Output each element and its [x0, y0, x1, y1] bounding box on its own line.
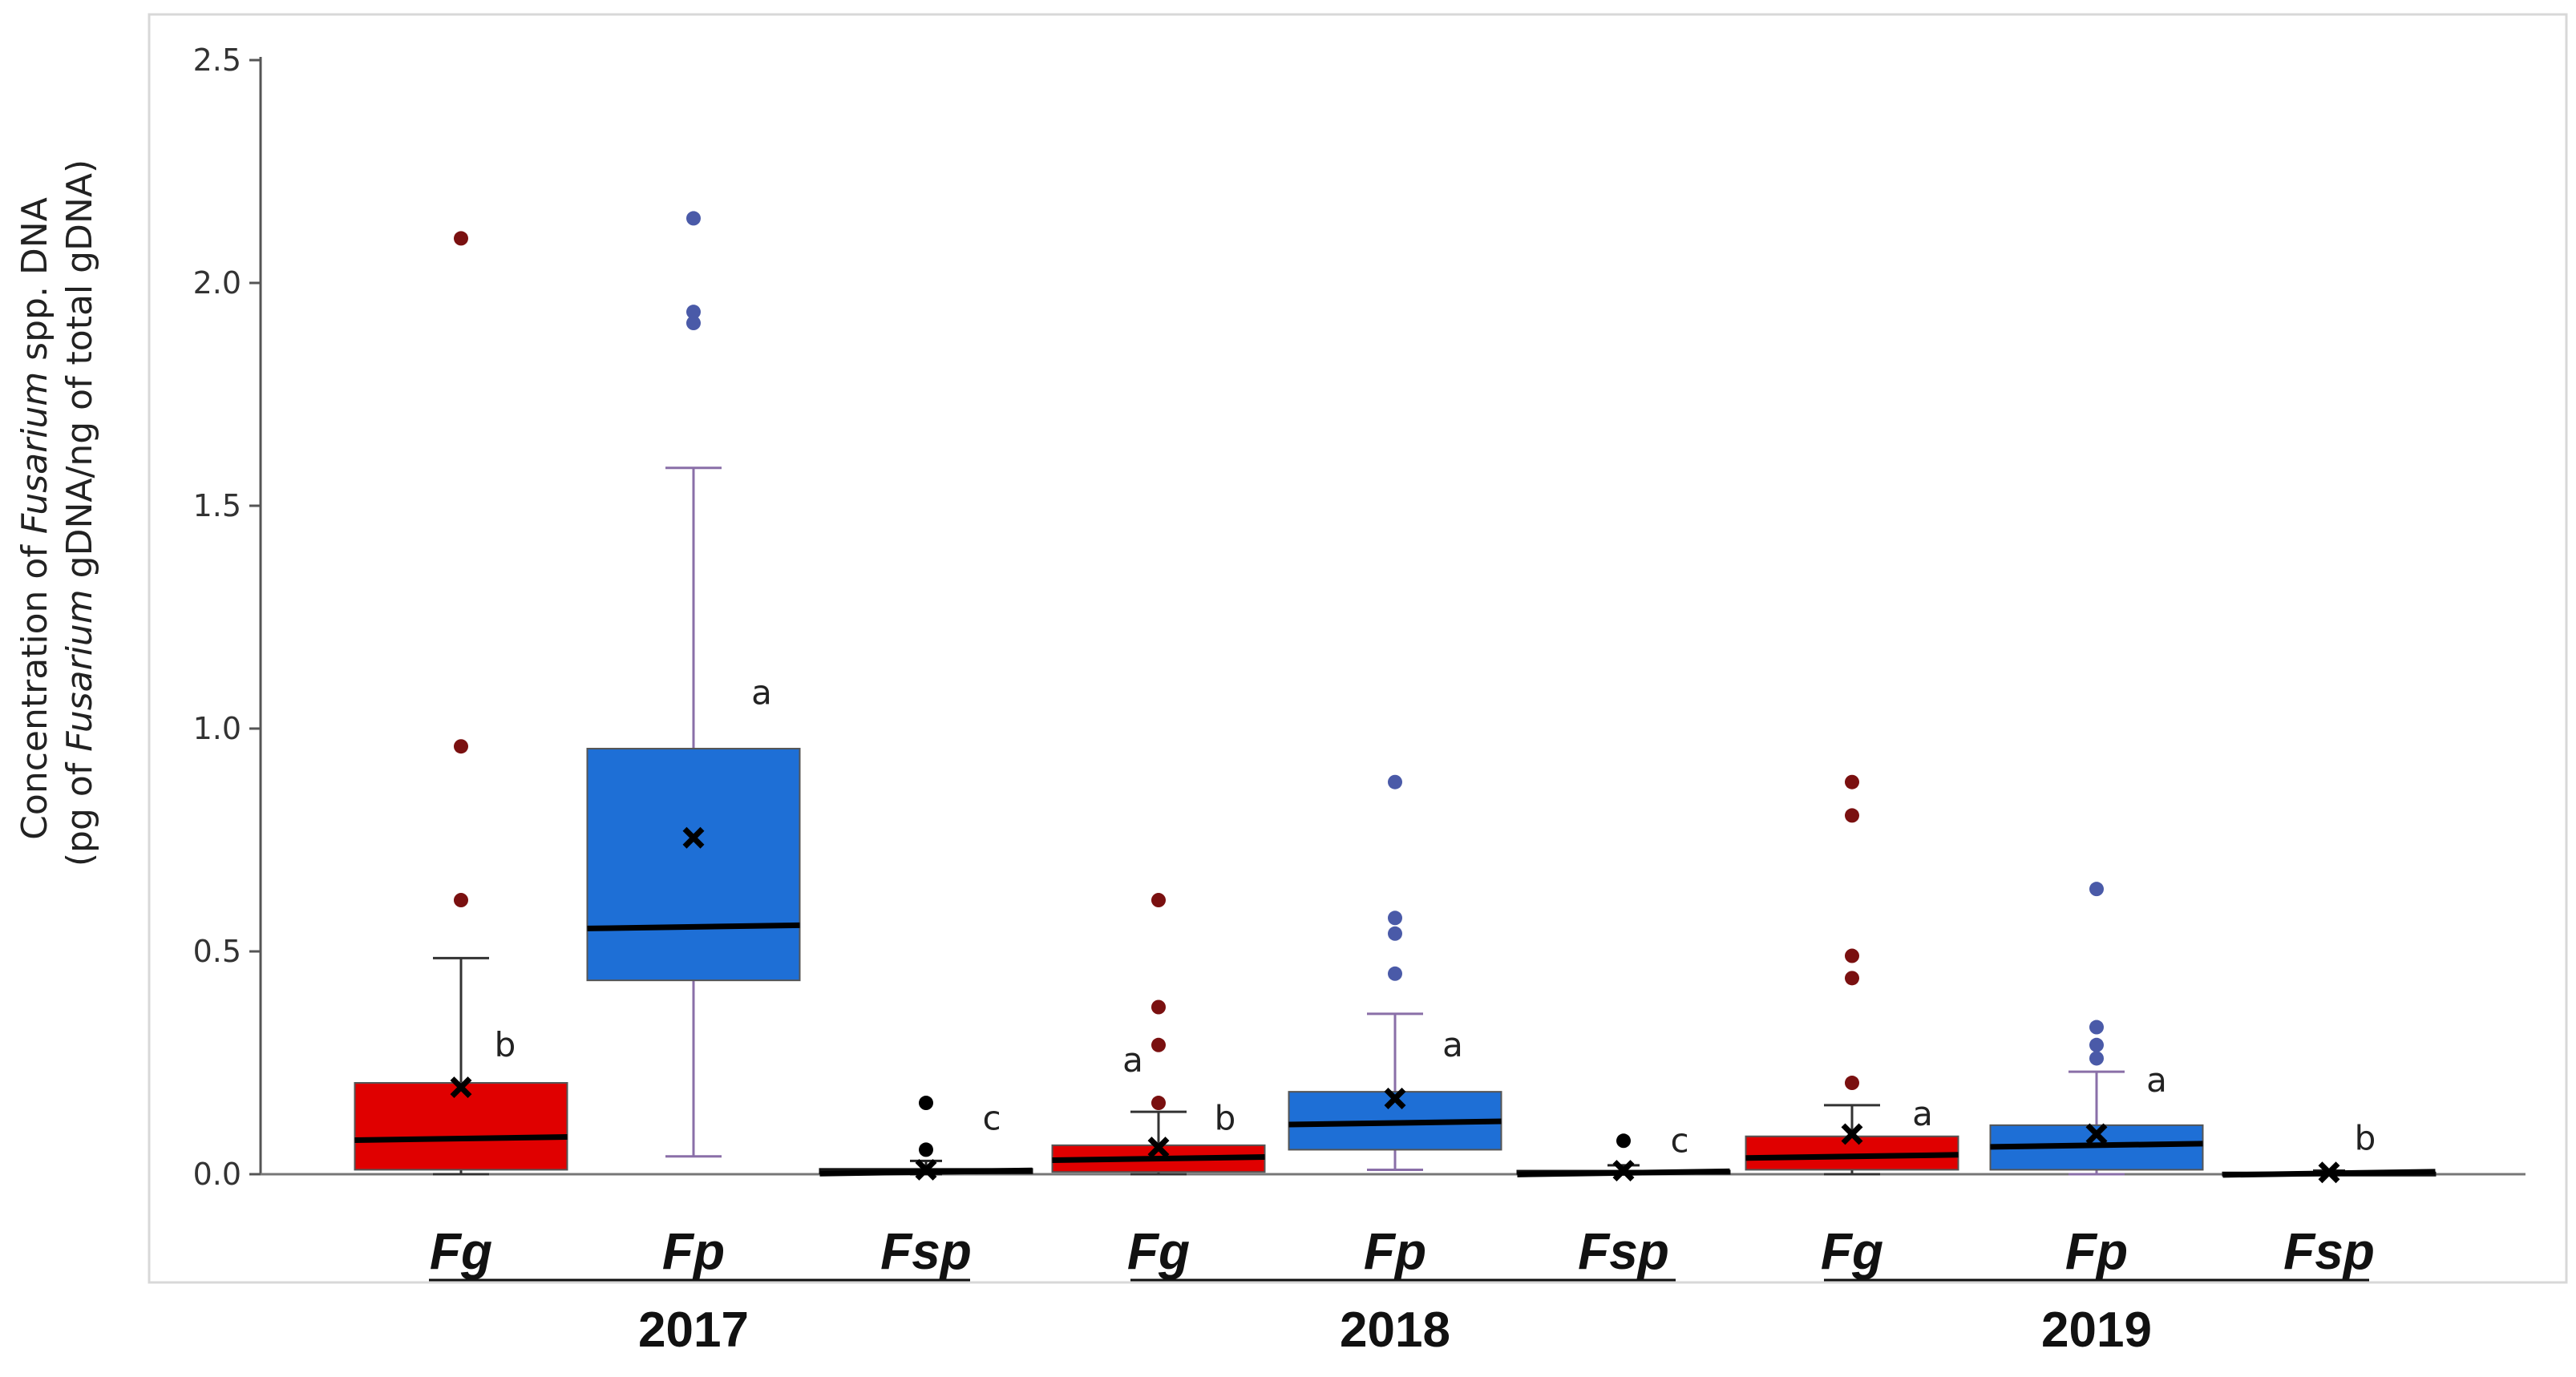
y-tick-label: 1.5	[193, 488, 241, 523]
category-label-fp: Fp	[2065, 1222, 2128, 1280]
box-fp-2017: a	[586, 211, 801, 1158]
mean-marker	[450, 1076, 472, 1099]
outlier-point	[1616, 1133, 1631, 1149]
group-2019: a a b	[1745, 774, 2436, 1184]
mean-marker	[1147, 1137, 1170, 1159]
y-tick-label: 1.0	[193, 711, 241, 746]
outlier-point	[454, 231, 468, 246]
box-fp-2018: a	[1288, 774, 1502, 1171]
outlier-point	[1845, 948, 1859, 963]
y-axis-label-line1: Concentration of Fusarium spp. DNA	[14, 197, 55, 840]
box-fg-2019: a	[1745, 774, 1959, 1176]
significance-letter: c	[982, 1099, 1001, 1138]
plot-frame	[148, 13, 2568, 1284]
mean-marker	[2318, 1161, 2340, 1184]
mean-marker	[1612, 1160, 1635, 1182]
category-label-fg: Fg	[430, 1222, 492, 1280]
outlier-point	[919, 1142, 933, 1157]
outlier-point	[2089, 1037, 2104, 1052]
outlier-point	[686, 305, 701, 320]
box-iqr	[586, 748, 801, 982]
box-fsp-2017: c	[819, 1096, 1033, 1181]
mean-marker	[1384, 1088, 1406, 1109]
year-label-2019: 2019	[2041, 1302, 2152, 1358]
axes: 0.0 0.5 1.0 1.5 2.0 2.5	[193, 42, 2525, 1192]
outlier-point	[2089, 882, 2104, 897]
box-fp-2019: a	[1989, 882, 2204, 1176]
y-tick-label: 2.0	[193, 265, 241, 301]
y-tick-label: 2.5	[193, 42, 241, 78]
outlier-point	[1151, 999, 1166, 1015]
significance-letter: a	[1912, 1094, 1933, 1133]
y-axis-label: Concentration of Fusarium spp. DNA (pg o…	[14, 160, 100, 866]
mean-marker	[682, 826, 705, 849]
significance-letter: b	[495, 1025, 516, 1064]
box-fg-2018: ba	[1051, 893, 1266, 1176]
outlier-point	[454, 739, 468, 754]
outlier-point	[686, 211, 701, 226]
box-fsp-2019: b	[2222, 1119, 2436, 1184]
outlier-point	[1845, 808, 1859, 823]
year-label-2018: 2018	[1340, 1302, 1450, 1358]
outlier-point	[2089, 1051, 2104, 1066]
mean-marker	[915, 1158, 937, 1181]
median-line	[1052, 1154, 1265, 1164]
mean-marker	[1841, 1123, 1863, 1145]
outlier-point	[454, 893, 468, 908]
outlier-point	[1151, 1037, 1166, 1052]
median-line	[1990, 1141, 2203, 1150]
outlier-point	[1845, 971, 1859, 986]
significance-letter: b	[1215, 1099, 1236, 1138]
outlier-point	[1151, 1096, 1166, 1111]
category-label-fg: Fg	[1821, 1222, 1883, 1280]
category-label-fsp: Fsp	[880, 1222, 972, 1280]
box-iqr	[354, 1082, 568, 1171]
outlier-point	[1388, 774, 1402, 789]
category-label-fp: Fp	[662, 1222, 725, 1280]
category-label-fp: Fp	[1364, 1222, 1426, 1280]
outlier-point	[1388, 966, 1402, 981]
median-line	[1745, 1152, 1959, 1161]
outlier-point	[1151, 893, 1166, 908]
group-2018: ba ac	[1051, 774, 1731, 1182]
category-label-fsp: Fsp	[1578, 1222, 1669, 1280]
significance-letter: a	[751, 673, 772, 713]
category-label-fsp: Fsp	[2283, 1222, 2375, 1280]
median-line	[587, 922, 800, 931]
category-label-fg: Fg	[1127, 1222, 1190, 1280]
x-category-labels: Fg Fp Fsp 2017 Fg Fp Fsp 2018 Fg Fp Fsp 2019	[429, 1222, 2375, 1358]
outlier-point	[919, 1096, 933, 1111]
mean-marker	[2085, 1123, 2108, 1145]
outlier-point	[1388, 926, 1402, 941]
median-line	[1288, 1118, 1502, 1128]
box-fsp-2018: c	[1516, 1121, 1731, 1182]
y-tick-label: 0.0	[193, 1157, 241, 1192]
y-tick-label: 0.5	[193, 934, 241, 969]
outlier-point	[686, 316, 701, 331]
significance-letter: a	[1442, 1025, 1463, 1064]
year-label-2017: 2017	[638, 1302, 749, 1358]
outlier-point	[2089, 1020, 2104, 1035]
group-2017: b a c	[354, 211, 1033, 1181]
significance-letter: b	[2355, 1119, 2376, 1158]
outlier-point	[1388, 911, 1402, 926]
y-axis-label-line2: (pg of Fusarium gDNA/ng of total gDNA)	[59, 160, 100, 866]
outlier-point	[1845, 774, 1859, 789]
significance-letter: a	[2146, 1060, 2167, 1100]
box-fg-2017: b	[354, 231, 568, 1176]
significance-letter: c	[1670, 1121, 1688, 1160]
outlier-point	[1845, 1076, 1859, 1091]
significance-letter: a	[1122, 1040, 1143, 1080]
median-line	[354, 1134, 568, 1144]
